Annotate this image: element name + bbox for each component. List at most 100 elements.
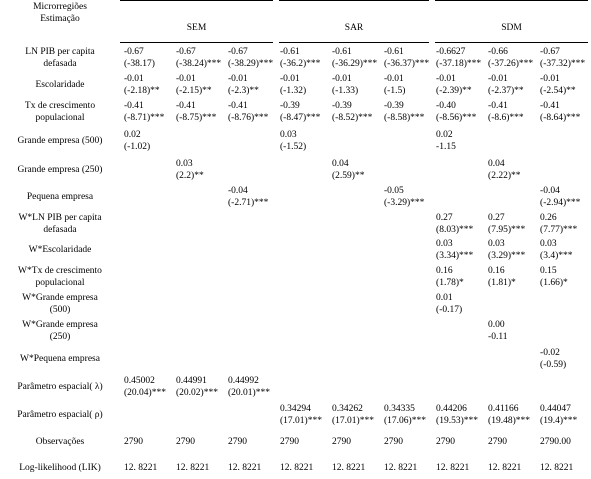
row-label: W*Pequena empresa (0, 346, 120, 373)
row-label: LN PIB per capita defasada (0, 43, 120, 73)
text-line: W*Escolaridade (28, 244, 92, 255)
text-line: (-1.5) (384, 85, 406, 96)
text-line: -0.01 (436, 73, 456, 84)
text-line: Parâmetro espacial( ρ) (17, 409, 103, 420)
text-line: (-8.75)*** (176, 112, 217, 123)
cell (172, 263, 224, 291)
text-line: 2790 (280, 437, 300, 447)
cell: 0.44047 (19.4)*** (536, 401, 588, 429)
cell (328, 291, 380, 317)
cell: -0.39 (-8.52)*** (328, 97, 380, 127)
text-line: 0.16 (436, 265, 453, 276)
text-line: 0.27 (488, 212, 505, 223)
text-line: -0.61 (280, 46, 300, 57)
cell (120, 237, 172, 263)
table-row: Parâmetro espacial( ρ) 0.34294 (17.01)*** 0… (0, 401, 588, 429)
cell (172, 317, 224, 346)
cell (120, 291, 172, 317)
cell: 12. 8221 (328, 456, 380, 479)
row-label: Observações (0, 429, 120, 456)
text-line: 12. 8221 (332, 462, 366, 473)
cell: -0.01 (-1.33) (328, 73, 380, 97)
cell (380, 317, 432, 346)
cell (276, 184, 328, 211)
text-line: (1.78)* (436, 277, 464, 288)
cell (224, 127, 276, 156)
cell (380, 211, 432, 237)
text-line: (-0.59) (540, 360, 567, 370)
text-line: (-38.29)*** (228, 58, 274, 69)
text-line: 0.45002 (124, 375, 155, 386)
cell (276, 317, 328, 346)
text-line: (7.95)*** (488, 224, 526, 235)
cell (172, 127, 224, 156)
table-row: Parâmetro espacial( λ) 0.45002 (20.04)*** 0… (0, 373, 588, 401)
text-line: 0.00 (488, 320, 505, 330)
cell (224, 291, 276, 317)
text-line: Grande empresa (500) (17, 136, 103, 146)
text-line: Log-likelihood (LIK) (19, 462, 101, 473)
text-line: -0.05 (384, 186, 404, 196)
cell (536, 317, 588, 346)
text-line: 0.44206 (436, 403, 467, 414)
cell: -0.04 (-2.71)*** (224, 184, 276, 211)
cell (484, 127, 536, 156)
cell (328, 184, 380, 211)
text-line: 0.44047 (540, 403, 571, 414)
table-row: Pequena empresa -0.04 (-2.71)*** -0.05 (-3.2… (0, 184, 588, 211)
row-label: Parâmetro espacial( λ) (0, 373, 120, 401)
cell: 0.03 (3.4)*** (536, 237, 588, 263)
cell: 0.44991 (20.02)*** (172, 373, 224, 401)
cell: 2790 (328, 429, 380, 456)
table-row: LN PIB per capita defasada -0.67 (-38.17) -0… (0, 43, 588, 73)
text-line: (-2.3)** (228, 85, 259, 96)
cell (224, 346, 276, 373)
group-header: SAR (273, 14, 433, 43)
cell: -0.6627 (-37.18)*** (432, 43, 484, 73)
text-line: -0.39 (332, 100, 352, 111)
text-line: -1.15 (436, 142, 456, 152)
cell: 12. 8221 (224, 456, 276, 479)
text-line: defasada (43, 224, 77, 235)
cell (328, 211, 380, 237)
text-line: 0.44991 (176, 375, 207, 386)
cell (380, 346, 432, 373)
text-line: 2790 (124, 437, 143, 447)
text-line: (-1.32) (280, 85, 307, 96)
text-line: (-8.64)*** (540, 112, 581, 123)
cell: -0.01 (-2.15)** (172, 73, 224, 97)
cell: -0.02 (-0.59) (536, 346, 588, 373)
cell (120, 401, 172, 429)
text-line: 0.03 (436, 238, 453, 249)
text-line: (19.48)*** (488, 415, 530, 426)
group-header: SEM (120, 14, 277, 43)
table-row: W*Grande empresa (500) 0.01 (-0.17) (0, 291, 588, 317)
cell: 0.41166 (19.48)*** (484, 401, 536, 429)
row-label: Grande empresa (250) (0, 156, 120, 184)
cell (224, 156, 276, 184)
cell: 0.44992 (20.01)*** (224, 373, 276, 401)
text-line: (-1.33) (332, 85, 359, 96)
text-line: Estimação (40, 13, 80, 24)
cell: -0.01 (-2.39)** (432, 73, 484, 97)
cell (120, 317, 172, 346)
text-line: 12. 8221 (176, 462, 210, 473)
text-line: populacional (35, 112, 85, 123)
text-line: 2790 (436, 437, 456, 447)
text-line: (20.01)*** (228, 387, 270, 398)
cell (120, 346, 172, 373)
cell (120, 156, 172, 184)
cell: 2790 (380, 429, 432, 456)
text-line: 0.03 (488, 238, 505, 249)
cell (172, 237, 224, 263)
cell: 0.16 (1.81)* (484, 263, 536, 291)
cell (328, 317, 380, 346)
text-line: 0.41166 (488, 403, 519, 414)
cell (172, 346, 224, 373)
text-line: (-2.37)** (488, 85, 524, 96)
text-line: (-2.15)** (176, 85, 212, 96)
text-line: -0.41 (176, 100, 196, 111)
row-label: Grande empresa (500) (0, 127, 120, 156)
cell: 12. 8221 (484, 456, 536, 479)
